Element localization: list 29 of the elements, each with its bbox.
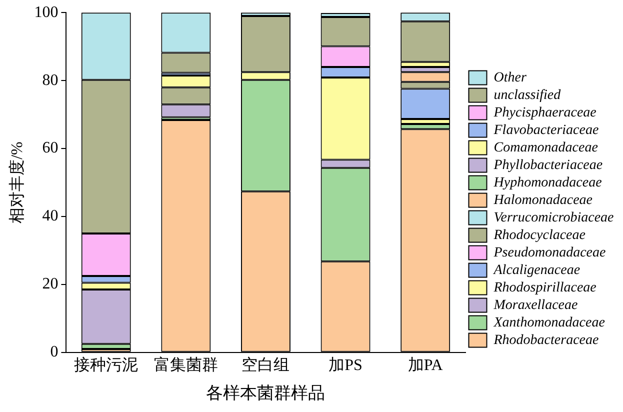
x-axis-title: 各样本菌群样品 xyxy=(206,383,326,402)
legend-label: Moraxellaceae xyxy=(492,298,578,313)
x-tick-label: 接种污泥 xyxy=(74,356,138,374)
legend-label: Verrucomicrobiaceae xyxy=(494,210,614,226)
y-tick-label: 20 xyxy=(42,276,58,293)
y-tick-label: 60 xyxy=(42,140,58,157)
x-tick-label: 富集菌群 xyxy=(154,356,218,374)
legend-label: Xanthomonadaceae xyxy=(492,315,605,330)
legend-label: Pseudomonadaceae xyxy=(492,245,606,260)
legend-label: Flavobacteriaceae xyxy=(492,122,599,138)
y-axis-title: 相对丰度/% xyxy=(8,142,26,224)
legend-label: unclassified xyxy=(494,88,562,103)
legend-label: Rhodospirillaceae xyxy=(492,280,596,296)
legend-label: Comamonadaceae xyxy=(494,140,598,156)
legend-label: Phyllobacteriaceae xyxy=(492,158,603,173)
x-tick-label: 空白组 xyxy=(242,356,290,374)
legend-label: Other xyxy=(494,70,527,86)
legend-label: Rhodocyclaceae xyxy=(492,228,586,243)
legend-label: Phycisphaeraceae xyxy=(492,105,596,120)
y-tick-label: 100 xyxy=(34,4,58,21)
legend-label: Hyphomonadaceae xyxy=(492,175,602,190)
legend-label: Rhodobacteraceae xyxy=(492,332,599,348)
x-tick-label: 加PS xyxy=(328,356,362,374)
y-tick-label: 0 xyxy=(50,344,58,361)
legend-label: Halomonadaceae xyxy=(492,192,593,208)
y-tick-label: 40 xyxy=(42,208,58,225)
legend-label: Alcaligenaceae xyxy=(492,262,580,278)
y-tick-label: 80 xyxy=(42,72,58,89)
x-tick-label: 加PA xyxy=(408,356,444,374)
